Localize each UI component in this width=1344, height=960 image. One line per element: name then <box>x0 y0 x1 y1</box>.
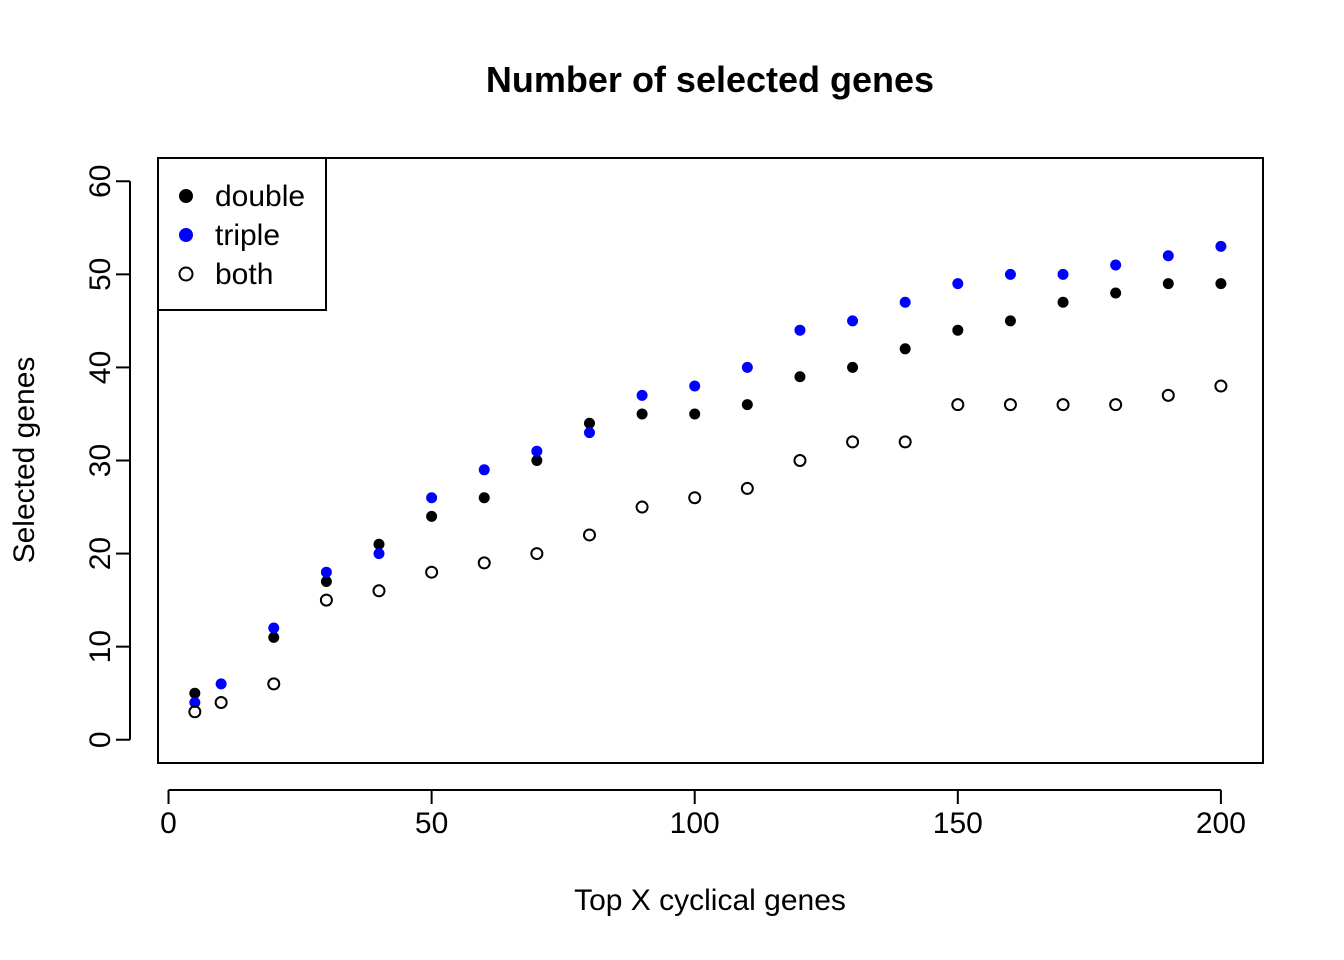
point-triple <box>1110 259 1122 271</box>
legend: double triple both <box>157 157 327 311</box>
point-both <box>267 677 281 691</box>
point-triple <box>531 445 543 457</box>
x-tick-label: 150 <box>933 807 983 840</box>
point-both <box>1109 398 1123 412</box>
point-double <box>1004 315 1016 327</box>
x-tick-label: 0 <box>160 807 177 840</box>
legend-marker-both <box>178 266 194 282</box>
point-double <box>689 408 701 420</box>
point-both <box>582 528 596 542</box>
point-both <box>635 500 649 514</box>
plot-frame <box>157 157 1264 764</box>
point-double <box>1215 278 1227 290</box>
point-triple <box>268 622 280 634</box>
point-triple <box>1162 250 1174 262</box>
point-both <box>793 454 807 467</box>
point-triple <box>636 389 648 401</box>
point-both <box>477 556 491 570</box>
point-double <box>189 687 201 699</box>
point-both <box>188 705 202 719</box>
axes: 0 50 100 150 200 0 10 20 30 40 50 60 <box>84 165 1246 840</box>
x-axis-label: Top X cyclical genes <box>574 884 846 917</box>
point-triple <box>189 697 201 708</box>
point-both <box>319 593 333 607</box>
legend-marker-double <box>179 189 193 203</box>
data-points <box>188 240 1228 719</box>
y-tick-label: 60 <box>84 165 117 198</box>
point-double <box>794 371 806 383</box>
point-both <box>1161 388 1175 402</box>
point-double <box>741 399 753 411</box>
point-double <box>268 631 280 643</box>
point-double <box>478 492 490 504</box>
point-both <box>846 435 860 449</box>
point-triple <box>373 548 385 560</box>
point-triple <box>1215 240 1227 252</box>
point-triple <box>320 566 332 578</box>
y-tick-label: 30 <box>84 444 117 477</box>
point-both <box>372 584 386 598</box>
y-tick-label: 40 <box>84 351 117 384</box>
y-axis-label: Selected genes <box>8 357 41 564</box>
point-both <box>1003 398 1017 412</box>
point-triple <box>1057 268 1069 280</box>
point-double <box>373 538 385 550</box>
y-tick-label: 10 <box>84 630 117 663</box>
point-triple <box>741 361 753 373</box>
point-both <box>1056 398 1070 412</box>
point-double <box>847 361 859 373</box>
point-triple <box>952 278 964 290</box>
point-triple <box>794 324 806 336</box>
point-both <box>951 398 965 412</box>
point-double <box>636 408 648 420</box>
point-double <box>426 510 438 522</box>
legend-marker-triple <box>179 228 193 242</box>
point-both <box>530 547 544 561</box>
legend-label-both: both <box>215 258 273 291</box>
legend-label-double: double <box>215 180 305 213</box>
point-double <box>1162 278 1174 290</box>
point-double <box>531 455 543 466</box>
point-both <box>740 481 754 495</box>
point-both <box>898 435 912 449</box>
y-tick-label: 0 <box>84 731 117 748</box>
point-double <box>1057 296 1069 308</box>
point-both <box>688 491 702 505</box>
x-tick-label: 100 <box>670 807 720 840</box>
point-both <box>214 696 228 709</box>
chart-title: Number of selected genes <box>486 59 934 100</box>
point-both <box>425 565 439 579</box>
point-double <box>952 324 964 336</box>
point-triple <box>689 380 701 392</box>
point-triple <box>1004 268 1016 280</box>
x-tick-label: 200 <box>1196 807 1246 840</box>
point-both <box>1214 379 1228 393</box>
point-double <box>320 576 332 587</box>
point-double <box>583 417 595 429</box>
point-triple <box>899 296 911 308</box>
y-tick-label: 50 <box>84 258 117 291</box>
point-triple <box>215 678 227 690</box>
x-tick-label: 50 <box>415 807 448 840</box>
point-triple <box>478 464 490 476</box>
point-triple <box>583 427 595 439</box>
y-tick-label: 20 <box>84 537 117 570</box>
point-triple <box>426 492 438 504</box>
point-double <box>899 343 911 355</box>
legend-label-triple: triple <box>215 219 280 252</box>
point-triple <box>847 315 859 327</box>
point-double <box>1110 287 1122 299</box>
